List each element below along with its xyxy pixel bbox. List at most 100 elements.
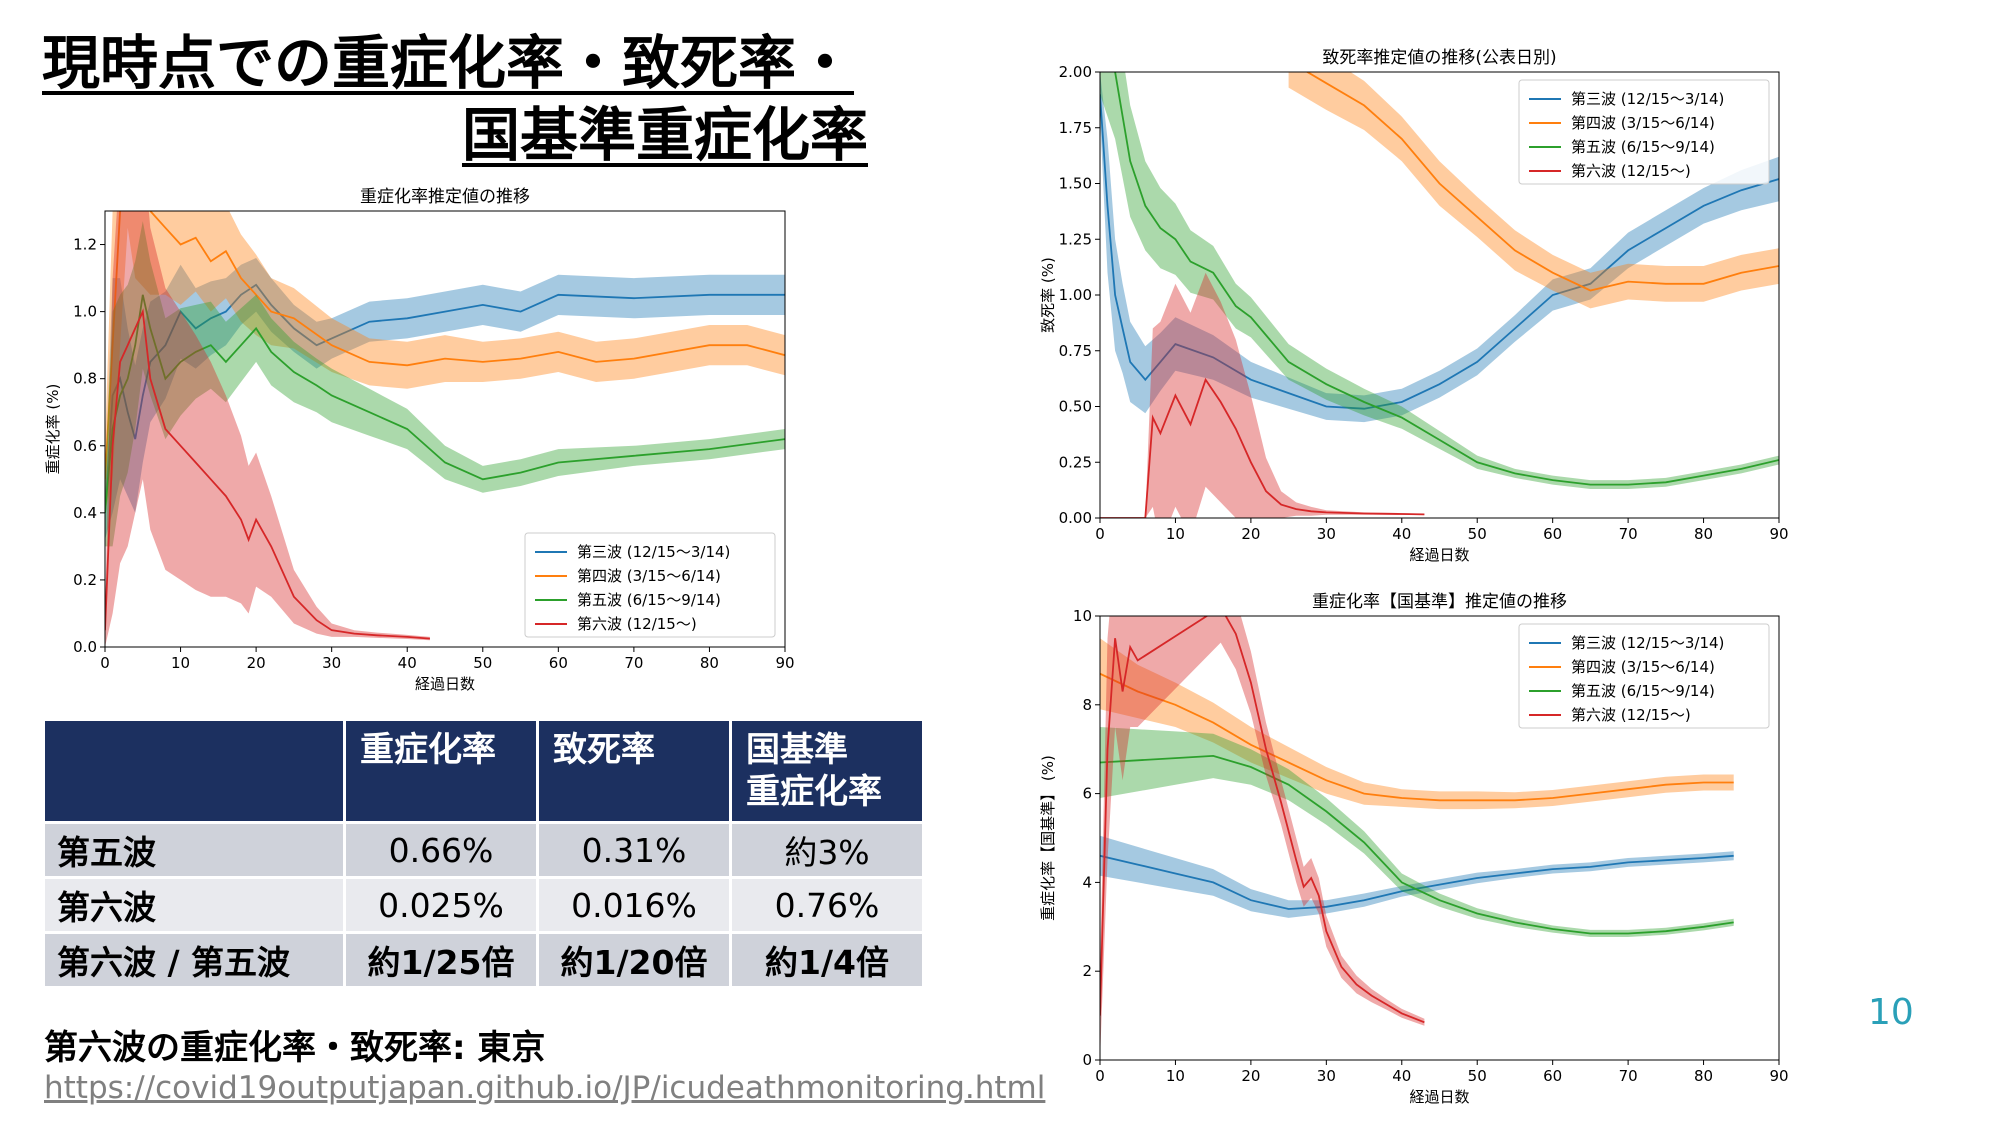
x-tick-label: 0 [100, 654, 110, 672]
y-tick-label: 1.00 [1059, 286, 1092, 304]
x-tick-label: 10 [1166, 1067, 1185, 1085]
y-tick-label: 4 [1082, 873, 1092, 891]
x-axis-label: 経過日数 [1409, 546, 1469, 564]
table-header-corner [45, 721, 343, 821]
y-tick-label: 0.2 [73, 571, 97, 589]
series-band-1 [105, 211, 785, 513]
series-band-3 [105, 211, 430, 647]
x-tick-label: 70 [1619, 1067, 1638, 1085]
legend-label: 第三波 (12/15〜3/14) [1571, 90, 1724, 108]
series-line-1 [105, 211, 785, 480]
x-tick-label: 10 [171, 654, 190, 672]
table-cell: 約1/4倍 [732, 934, 922, 986]
x-tick-label: 40 [1392, 1067, 1411, 1085]
series-band-0 [1100, 835, 1734, 918]
y-tick-label: 1.75 [1059, 119, 1092, 137]
legend-box [1518, 623, 1770, 729]
y-tick-label: 0.75 [1059, 342, 1092, 360]
table-cell: 約1/20倍 [539, 934, 729, 986]
x-tick-label: 40 [1392, 525, 1411, 543]
table-row-label: 第五波 [45, 824, 343, 876]
fatality-rate-chart: 0 10 20 30 40 50 60 70 80 90 0.00 0.25 0.50 0.75 1.00 1… [1039, 48, 1789, 564]
x-tick-label: 80 [700, 654, 719, 672]
y-tick-label: 0.50 [1059, 398, 1092, 416]
y-tick-label: 0.25 [1059, 453, 1092, 471]
plot-series [1100, 72, 1779, 518]
x-tick-label: 30 [1317, 525, 1336, 543]
table-cell: 0.76% [732, 879, 922, 931]
legend: 第三波 (12/15〜3/14) 第四波 (3/15〜6/14) 第五波 (6/15… [1518, 623, 1770, 729]
table-row: 第六波 / 第五波 約1/25倍 約1/20倍 約1/4倍 [45, 934, 922, 986]
table-row: 第五波 0.66% 0.31% 約3% [45, 824, 922, 876]
y-axis-label: 重症化率【国基準】 (%) [1039, 755, 1057, 921]
y-axis-label: 致死率 (%) [1039, 257, 1057, 333]
y-tick-label: 1.25 [1059, 230, 1092, 248]
x-axis-label: 経過日数 [1409, 1088, 1469, 1106]
table-cell: 約3% [732, 824, 922, 876]
series-line-3 [1100, 377, 1425, 518]
legend-box [524, 532, 776, 638]
series-band-0 [1100, 72, 1779, 423]
page-number: 10 [1868, 992, 1914, 1033]
x-tick-label: 70 [1619, 525, 1638, 543]
legend-label: 第四波 (3/15〜6/14) [577, 567, 721, 585]
legend: 第三波 (12/15〜3/14) 第四波 (3/15〜6/14) 第五波 (6/15… [524, 532, 776, 638]
table-cell: 0.025% [346, 879, 536, 931]
y-tick-label: 0.0 [73, 638, 97, 656]
x-tick-label: 70 [624, 654, 643, 672]
x-tick-label: 60 [1543, 525, 1562, 543]
chart-title: 重症化率【国基準】推定値の推移 [1312, 592, 1567, 612]
slide-title-line2: 国基準重症化率 [461, 101, 868, 169]
y-tick-label: 1.0 [73, 303, 97, 321]
legend-label: 第三波 (12/15〜3/14) [577, 543, 730, 561]
slide-title-line1: 現時点での重症化率・致死率・ [42, 29, 855, 97]
legend-label: 第四波 (3/15〜6/14) [1571, 114, 1715, 132]
x-tick-label: 50 [1468, 525, 1487, 543]
plot-frame [104, 210, 786, 648]
y-tick-label: 1.2 [73, 236, 97, 254]
legend-label: 第五波 (6/15〜9/14) [577, 591, 721, 609]
rates-table: 重症化率 致死率 国基準 重症化率 第五波 0.66% 0.31% 約3% 第六… [42, 718, 925, 989]
series-band-2 [105, 221, 785, 547]
y-tick-label: 0.6 [73, 437, 97, 455]
legend-label: 第四波 (3/15〜6/14) [1571, 658, 1715, 676]
y-tick-label: 0.4 [73, 504, 97, 522]
series-line-0 [1100, 94, 1779, 410]
series-line-0 [105, 283, 785, 513]
y-tick-label: 0.8 [73, 370, 97, 388]
plot-series [1100, 616, 1734, 1060]
series-line-3 [1100, 616, 1425, 1024]
table-row-label: 第六波 / 第五波 [45, 934, 343, 986]
source-link[interactable]: https://covid19outputjapan.github.io/JP/… [44, 1070, 1046, 1106]
x-tick-label: 90 [775, 654, 794, 672]
x-tick-label: 30 [322, 654, 341, 672]
x-tick-label: 80 [1694, 525, 1713, 543]
x-tick-label: 20 [1241, 1067, 1260, 1085]
y-tick-label: 2 [1082, 962, 1092, 980]
icu-rate-chart: 0 10 20 30 40 50 60 70 80 90 0.0 0.2 0.4 0.6 0.8 1.0 1.2… [44, 187, 795, 693]
source-title: 第六波の重症化率・致死率: 東京 [44, 1028, 546, 1068]
x-tick-label: 30 [1317, 1067, 1336, 1085]
y-tick-label: 0.00 [1059, 509, 1092, 527]
series-line-2 [1100, 754, 1734, 935]
x-tick-label: 20 [1241, 525, 1260, 543]
table-row: 第六波 0.025% 0.016% 0.76% [45, 879, 922, 931]
legend-label: 第五波 (6/15〜9/14) [1571, 682, 1715, 700]
national-icu-rate-chart: 0 10 20 30 40 50 60 70 80 90 0 2 4 6 8 10 重症化率【国基準】推定値の推… [1039, 592, 1789, 1106]
x-tick-label: 50 [473, 654, 492, 672]
series-band-0 [105, 258, 785, 540]
series-line-0 [1100, 854, 1734, 910]
series-line-3 [105, 308, 430, 640]
legend-label: 第五波 (6/15〜9/14) [1571, 138, 1715, 156]
table-header-row: 重症化率 致死率 国基準 重症化率 [45, 721, 922, 821]
y-tick-label: 1.50 [1059, 175, 1092, 193]
table-header-icu-rate: 重症化率 [346, 721, 536, 821]
x-tick-label: 90 [1769, 1067, 1788, 1085]
table-cell: 0.31% [539, 824, 729, 876]
series-line-1 [1100, 672, 1734, 802]
x-tick-label: 0 [1095, 1067, 1105, 1085]
x-tick-label: 0 [1095, 525, 1105, 543]
y-axis-label: 重症化率 (%) [44, 384, 62, 475]
series-line-2 [1114, 72, 1779, 486]
series-line-2 [105, 294, 785, 513]
